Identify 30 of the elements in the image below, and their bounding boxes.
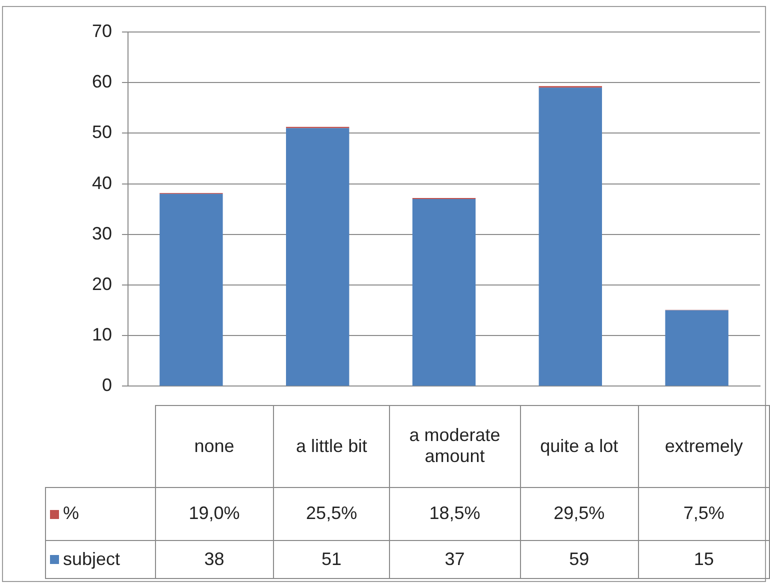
bar <box>538 88 602 386</box>
bar <box>665 310 728 386</box>
y-tick-label: 50 <box>92 122 112 142</box>
x-tick-label: a little bit <box>274 406 390 487</box>
bar <box>286 128 350 386</box>
bar <box>412 198 476 386</box>
data-label: 15 <box>638 540 770 578</box>
data-label: 37 <box>390 540 520 578</box>
y-tick-label: 30 <box>92 223 112 244</box>
x-tick-label: quite a lot <box>520 406 638 487</box>
data-label: 38 <box>155 540 274 578</box>
y-tick-label: 10 <box>92 324 112 345</box>
x-tick-label: a moderate amount <box>390 406 520 487</box>
data-label: 19,0% <box>155 487 274 540</box>
legend-label: subject <box>46 540 155 578</box>
data-label: 29,5% <box>520 487 638 540</box>
bar <box>160 194 223 386</box>
x-tick-label: none <box>155 406 274 487</box>
data-label: 18,5% <box>390 487 520 540</box>
y-tick-label: 40 <box>92 172 112 193</box>
y-tick-label: 0 <box>102 375 112 396</box>
y-tick-label: 60 <box>92 72 112 92</box>
data-label: 51 <box>274 540 390 578</box>
data-label: 7,5% <box>638 487 770 540</box>
x-tick-label: extremely <box>638 406 770 487</box>
y-tick-label: 70 <box>92 20 112 41</box>
data-label: 25,5% <box>274 487 390 540</box>
data-label: 59 <box>520 540 638 578</box>
legend-label: % <box>46 487 155 540</box>
y-tick-label: 20 <box>92 274 112 294</box>
